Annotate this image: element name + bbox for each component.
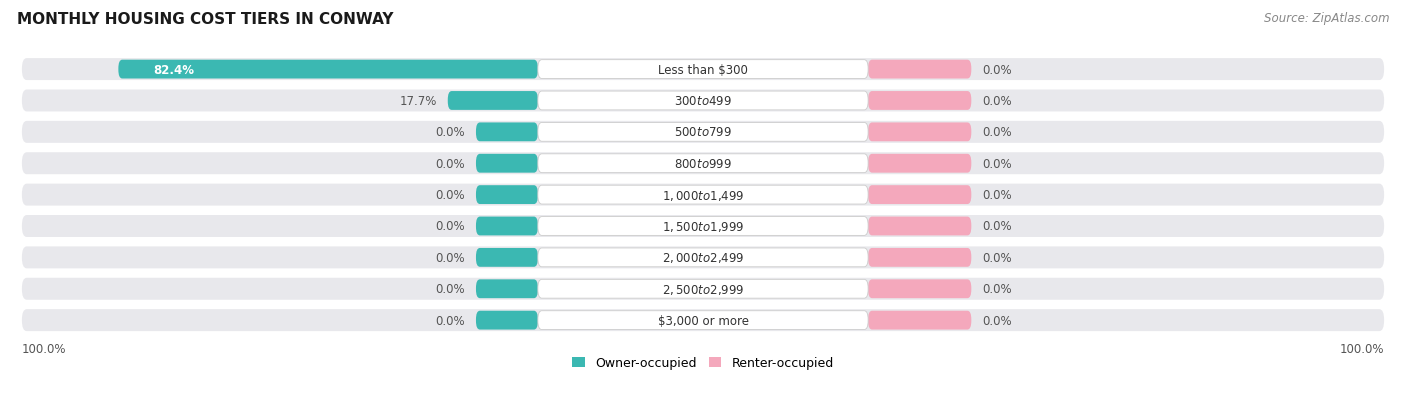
Legend: Owner-occupied, Renter-occupied: Owner-occupied, Renter-occupied [568, 351, 838, 374]
Text: 0.0%: 0.0% [983, 220, 1012, 233]
FancyBboxPatch shape [477, 280, 538, 299]
Text: 0.0%: 0.0% [983, 189, 1012, 202]
FancyBboxPatch shape [868, 186, 972, 204]
Text: 0.0%: 0.0% [436, 157, 465, 170]
FancyBboxPatch shape [538, 186, 868, 204]
Text: 0.0%: 0.0% [983, 126, 1012, 139]
FancyBboxPatch shape [22, 216, 1384, 237]
FancyBboxPatch shape [868, 280, 972, 299]
FancyBboxPatch shape [538, 248, 868, 267]
FancyBboxPatch shape [868, 123, 972, 142]
Text: 0.0%: 0.0% [983, 95, 1012, 108]
FancyBboxPatch shape [22, 278, 1384, 300]
Text: $2,500 to $2,999: $2,500 to $2,999 [662, 282, 744, 296]
FancyBboxPatch shape [477, 154, 538, 173]
FancyBboxPatch shape [22, 59, 1384, 81]
Text: 0.0%: 0.0% [983, 157, 1012, 170]
FancyBboxPatch shape [868, 248, 972, 267]
Text: 0.0%: 0.0% [436, 189, 465, 202]
Text: $3,000 or more: $3,000 or more [658, 314, 748, 327]
FancyBboxPatch shape [477, 217, 538, 236]
FancyBboxPatch shape [538, 92, 868, 111]
FancyBboxPatch shape [538, 311, 868, 330]
FancyBboxPatch shape [447, 92, 538, 111]
FancyBboxPatch shape [477, 248, 538, 267]
FancyBboxPatch shape [538, 61, 868, 79]
FancyBboxPatch shape [868, 311, 972, 330]
Text: 100.0%: 100.0% [22, 342, 66, 355]
Text: 0.0%: 0.0% [436, 126, 465, 139]
FancyBboxPatch shape [118, 61, 538, 79]
FancyBboxPatch shape [477, 123, 538, 142]
Text: $300 to $499: $300 to $499 [673, 95, 733, 108]
FancyBboxPatch shape [538, 123, 868, 142]
Text: 0.0%: 0.0% [436, 314, 465, 327]
Text: 0.0%: 0.0% [983, 314, 1012, 327]
Text: $500 to $799: $500 to $799 [673, 126, 733, 139]
Text: 0.0%: 0.0% [983, 282, 1012, 296]
FancyBboxPatch shape [868, 61, 972, 79]
FancyBboxPatch shape [22, 90, 1384, 112]
Text: 0.0%: 0.0% [436, 251, 465, 264]
FancyBboxPatch shape [538, 154, 868, 173]
FancyBboxPatch shape [538, 280, 868, 299]
Text: $800 to $999: $800 to $999 [673, 157, 733, 170]
Text: Less than $300: Less than $300 [658, 64, 748, 76]
FancyBboxPatch shape [868, 217, 972, 236]
Text: $2,000 to $2,499: $2,000 to $2,499 [662, 251, 744, 265]
Text: 100.0%: 100.0% [1340, 342, 1384, 355]
Text: $1,500 to $1,999: $1,500 to $1,999 [662, 219, 744, 233]
FancyBboxPatch shape [22, 121, 1384, 143]
Text: 17.7%: 17.7% [399, 95, 437, 108]
Text: $1,000 to $1,499: $1,000 to $1,499 [662, 188, 744, 202]
FancyBboxPatch shape [477, 186, 538, 204]
FancyBboxPatch shape [538, 217, 868, 236]
Text: 0.0%: 0.0% [983, 251, 1012, 264]
FancyBboxPatch shape [868, 92, 972, 111]
FancyBboxPatch shape [477, 311, 538, 330]
Text: Source: ZipAtlas.com: Source: ZipAtlas.com [1264, 12, 1389, 25]
Text: 0.0%: 0.0% [436, 220, 465, 233]
FancyBboxPatch shape [22, 247, 1384, 269]
FancyBboxPatch shape [868, 154, 972, 173]
Text: MONTHLY HOUSING COST TIERS IN CONWAY: MONTHLY HOUSING COST TIERS IN CONWAY [17, 12, 394, 27]
Text: 82.4%: 82.4% [153, 64, 194, 76]
FancyBboxPatch shape [22, 153, 1384, 175]
FancyBboxPatch shape [22, 309, 1384, 331]
FancyBboxPatch shape [22, 184, 1384, 206]
Text: 0.0%: 0.0% [983, 64, 1012, 76]
Text: 0.0%: 0.0% [436, 282, 465, 296]
